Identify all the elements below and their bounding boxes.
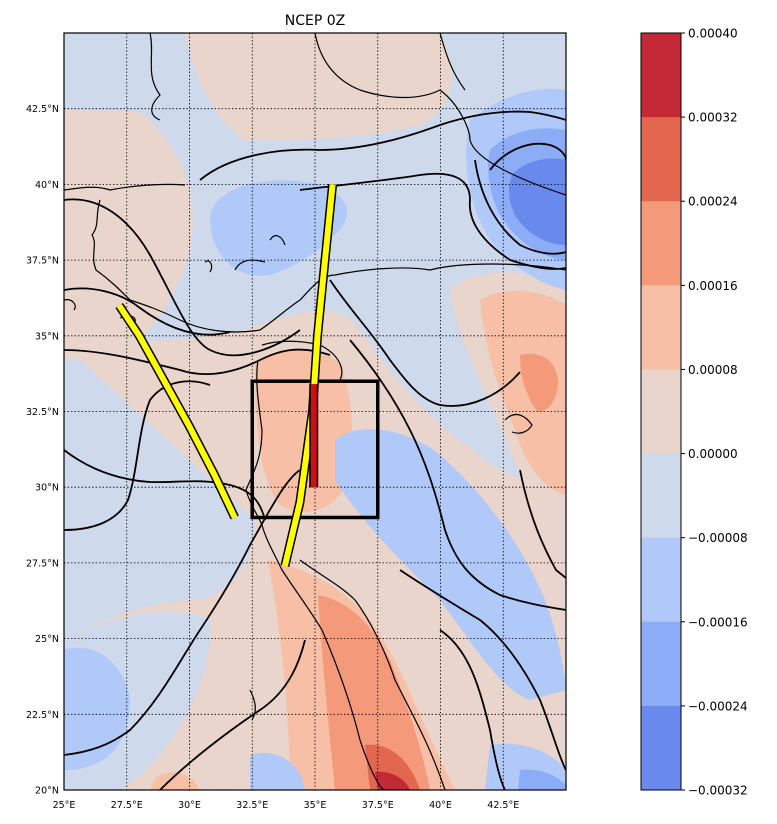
- contour-lines: [64, 110, 566, 790]
- map-frame: [63, 32, 567, 791]
- colorbar-segment: [641, 285, 681, 370]
- colorbar-segment: [641, 705, 681, 791]
- colorbar-tick-label: 0.00024: [688, 195, 738, 209]
- colorbar-segment: [641, 33, 681, 118]
- lon-tick-label: 25°E: [53, 800, 76, 811]
- colorbar-segment: [641, 453, 681, 539]
- colorbar-segment: [641, 117, 681, 202]
- colorbar-segment: [641, 621, 681, 707]
- lat-tick-label: 27.5°N: [26, 558, 59, 569]
- colorbar-tick-label: −0.00016: [688, 615, 748, 629]
- colorbar-segment: [641, 201, 681, 286]
- track-line: [116, 303, 238, 519]
- colorbar-tick-label: −0.00008: [688, 531, 748, 545]
- colorbar-tick-label: 0.00032: [688, 111, 738, 125]
- negative-anomaly-fill: [64, 88, 566, 790]
- lat-tick-label: 40°N: [35, 180, 59, 191]
- lon-tick-label: 32.5°E: [236, 800, 268, 811]
- yellow-tracks: [115, 183, 338, 567]
- colorbar-tick-label: −0.00024: [688, 699, 748, 713]
- lon-tick-label: 27.5°E: [111, 800, 143, 811]
- colorbar: 0.00040 0.00032 0.00024 0.00016 0.00008 0.000…: [640, 27, 748, 798]
- map-panel: [64, 33, 566, 790]
- lat-tick-label: 22.5°N: [26, 710, 59, 721]
- map-title: NCEP 0Z: [285, 13, 345, 29]
- colorbar-tick-label: 0.00016: [688, 279, 738, 293]
- lon-tick-label: 40°E: [429, 800, 452, 811]
- colorbar-tick-label: 0.00000: [688, 447, 738, 461]
- lat-tick-label: 42.5°N: [26, 104, 59, 115]
- lat-tick-label: 35°N: [35, 331, 59, 342]
- lat-tick-label: 30°N: [35, 483, 59, 494]
- track-line: [281, 184, 336, 567]
- colorbar-frame: [640, 32, 682, 791]
- lat-tick-labels: 20°N 22.5°N 25°N 27.5°N 30°N 32.5°N 35°N 37.5°N…: [26, 104, 59, 796]
- lon-tick-label: 37.5°E: [362, 800, 394, 811]
- colorbar-tick-label: 0.00040: [688, 27, 738, 41]
- lon-tick-label: 30°E: [178, 800, 201, 811]
- lat-tick-label: 32.5°N: [26, 407, 59, 418]
- lon-tick-labels: 25°E 27.5°E 30°E 32.5°E 35°E 37.5°E 40°E 42.5°E: [53, 800, 520, 811]
- colorbar-segment: [641, 369, 681, 455]
- lon-tick-label: 35°E: [304, 800, 327, 811]
- lon-tick-label: 42.5°E: [487, 800, 519, 811]
- lat-tick-label: 37.5°N: [26, 256, 59, 267]
- colorbar-tick-label: −0.00032: [688, 784, 748, 798]
- strong-positive-fill: [150, 290, 566, 790]
- gridlines: [64, 33, 566, 790]
- colorbar-tick-label: 0.00008: [688, 363, 738, 377]
- lat-tick-label: 20°N: [35, 786, 59, 797]
- colorbar-segment: [641, 537, 681, 623]
- lat-tick-label: 25°N: [35, 634, 59, 645]
